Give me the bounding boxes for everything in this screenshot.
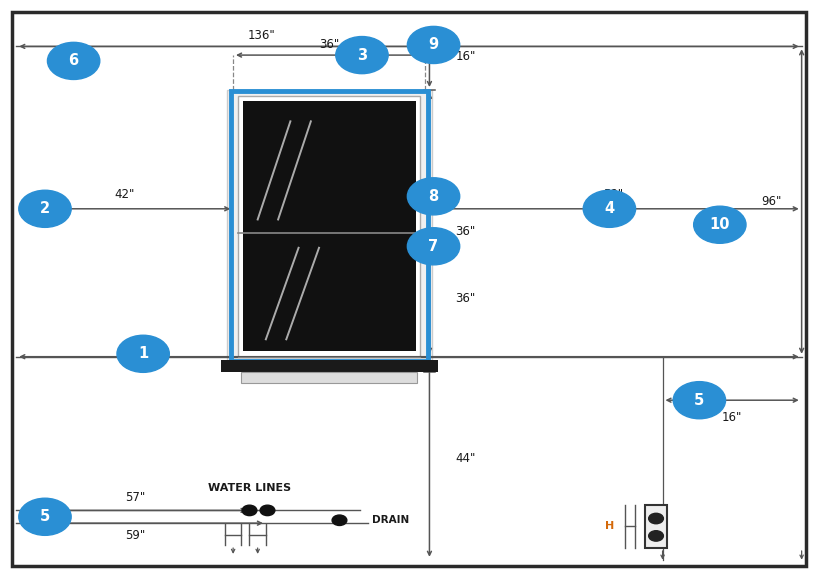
Circle shape [407, 26, 460, 63]
Circle shape [47, 42, 100, 79]
Text: H: H [605, 521, 614, 531]
Circle shape [407, 178, 460, 215]
Circle shape [649, 513, 663, 524]
Circle shape [694, 206, 746, 244]
Text: 57": 57" [125, 491, 145, 504]
Circle shape [332, 515, 347, 525]
Text: 8: 8 [429, 189, 438, 204]
Bar [243, 101, 416, 237]
Circle shape [583, 190, 636, 227]
Text: 136": 136" [248, 365, 276, 378]
Circle shape [19, 190, 71, 227]
Bar [243, 236, 416, 351]
Text: 7: 7 [429, 239, 438, 254]
Text: 16": 16" [722, 411, 742, 424]
Text: 42": 42" [115, 188, 135, 201]
Bar [645, 505, 667, 548]
Text: 36": 36" [456, 292, 476, 305]
Circle shape [260, 505, 275, 516]
Text: 1: 1 [138, 346, 148, 361]
Circle shape [117, 335, 169, 372]
Bar [241, 372, 417, 383]
Text: 6: 6 [69, 53, 79, 68]
Text: 16": 16" [456, 50, 476, 63]
Circle shape [407, 228, 460, 265]
Text: 44": 44" [456, 452, 476, 465]
Bar [221, 360, 438, 372]
Text: 3: 3 [357, 48, 367, 63]
Text: 96": 96" [761, 195, 781, 208]
Text: 4: 4 [605, 201, 614, 216]
Text: 10: 10 [709, 218, 730, 232]
Text: DRAIN: DRAIN [372, 515, 410, 525]
Text: 9: 9 [429, 38, 438, 52]
Text: 2: 2 [40, 201, 50, 216]
Text: 36": 36" [319, 38, 339, 51]
Circle shape [19, 498, 71, 535]
Circle shape [673, 382, 726, 419]
Bar [238, 96, 420, 357]
Bar [227, 90, 432, 362]
Circle shape [242, 505, 257, 516]
Text: WATER LINES: WATER LINES [208, 483, 291, 494]
Circle shape [335, 37, 388, 74]
Text: 136": 136" [248, 30, 276, 42]
Text: 58": 58" [604, 188, 623, 201]
Bar [231, 91, 428, 361]
Text: 5: 5 [40, 509, 50, 524]
Circle shape [649, 531, 663, 541]
Text: 5: 5 [694, 393, 704, 408]
Text: 36": 36" [456, 224, 476, 238]
Text: 59": 59" [125, 530, 145, 542]
